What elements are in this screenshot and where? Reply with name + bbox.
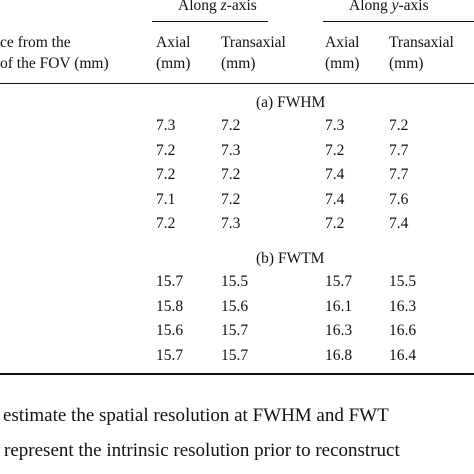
table-cell-fwhm-r2-c3: 7.2 — [325, 141, 345, 159]
section-label-fwhm: (a) FWHM — [256, 94, 326, 111]
row-header-line1: ce from the — [0, 34, 71, 51]
group-header-y-prefix: Along — [349, 0, 392, 14]
table-cell-fwhm-r1-c1: 7.3 — [156, 117, 176, 134]
col-header-y-axial: Axial — [325, 34, 360, 51]
col-header-y-transaxial-unit: (mm) — [389, 55, 424, 72]
table-cell-fwtm-r3-c4: 16.6 — [389, 322, 417, 339]
group-header-z-suffix: -axis — [226, 0, 257, 14]
table-cell-fwtm-r3-c3: 16.3 — [325, 322, 353, 339]
table-cell-fwhm-r2-c4: 7.7 — [389, 141, 409, 159]
group-header-z-axis-letter: z — [220, 0, 227, 14]
col-header-z-axial-unit: (mm) — [156, 55, 191, 72]
table-cell-fwhm-r1-c2: 7.2 — [221, 117, 241, 134]
table-cell-fwtm-r1-c3: 15.7 — [325, 273, 353, 290]
table-cell-fwhm-r3-c3: 7.4 — [325, 166, 345, 183]
table-cell-fwhm-r3-c4: 7.7 — [389, 166, 409, 183]
section-label-fwtm: (b) FWTM — [256, 250, 325, 267]
row-header-line2: of the FOV (mm) — [0, 55, 109, 72]
table-cell-fwhm-r2-c1: 7.2 — [156, 141, 176, 159]
table-cell-fwtm-r1-c2: 15.5 — [221, 273, 249, 290]
table-cell-fwtm-r2-c3: 16.1 — [325, 297, 353, 315]
group-header-y-axis: Along y-axis — [349, 0, 429, 15]
table-cell-fwhm-r4-c1: 7.1 — [156, 190, 176, 208]
table-cell-fwtm-r2-c4: 16.3 — [389, 297, 417, 315]
header-rule — [0, 83, 474, 84]
table-cell-fwtm-r4-c2: 15.7 — [221, 346, 249, 364]
col-header-z-transaxial-unit: (mm) — [221, 55, 256, 72]
table-cell-fwhm-r5-c2: 7.3 — [221, 215, 241, 232]
table-cell-fwhm-r5-c4: 7.4 — [389, 215, 409, 232]
table-cell-fwtm-r3-c2: 15.7 — [221, 322, 249, 339]
table-cell-fwhm-r4-c3: 7.4 — [325, 190, 345, 208]
table-cell-fwtm-r4-c4: 16.4 — [389, 346, 417, 364]
col-header-y-transaxial: Transaxial — [389, 34, 454, 51]
table-cell-fwhm-r4-c2: 7.2 — [221, 190, 241, 208]
table-cell-fwtm-r1-c1: 15.7 — [156, 273, 184, 290]
table-cell-fwhm-r3-c2: 7.2 — [221, 166, 241, 183]
table-cell-fwtm-r2-c1: 15.8 — [156, 297, 184, 315]
table-cell-fwhm-r3-c1: 7.2 — [156, 166, 176, 183]
table-cell-fwtm-r2-c2: 15.6 — [221, 297, 249, 315]
table-cell-fwhm-r2-c2: 7.3 — [221, 141, 241, 159]
caption-line-2: l represent the intrinsic resolution pri… — [0, 440, 400, 461]
table-cell-fwhm-r5-c1: 7.2 — [156, 215, 176, 232]
group-header-y-suffix: -axis — [398, 0, 429, 14]
table-cell-fwtm-r4-c1: 15.7 — [156, 346, 184, 364]
table-bottom-rule — [0, 373, 474, 375]
table-cell-fwhm-r5-c3: 7.2 — [325, 215, 345, 232]
table-cell-fwtm-r4-c3: 16.8 — [325, 346, 353, 364]
group-header-z-axis: Along z-axis — [178, 0, 257, 15]
group-header-z-prefix: Along — [178, 0, 221, 14]
caption-line-1: estimate the spatial resolution at FWHM … — [3, 405, 389, 426]
table-cell-fwhm-r4-c4: 7.6 — [389, 190, 409, 208]
group-underline-z — [152, 21, 268, 22]
table-cell-fwtm-r3-c1: 15.6 — [156, 322, 184, 339]
col-header-z-transaxial: Transaxial — [221, 34, 286, 51]
group-underline-y — [323, 21, 474, 22]
table-cell-fwhm-r1-c3: 7.3 — [325, 117, 345, 134]
table-cell-fwtm-r1-c4: 15.5 — [389, 273, 417, 290]
group-header-y-axis-letter: y — [391, 0, 399, 14]
col-header-y-axial-unit: (mm) — [325, 55, 360, 72]
col-header-z-axial: Axial — [156, 34, 191, 51]
table-cell-fwhm-r1-c4: 7.2 — [389, 117, 409, 134]
